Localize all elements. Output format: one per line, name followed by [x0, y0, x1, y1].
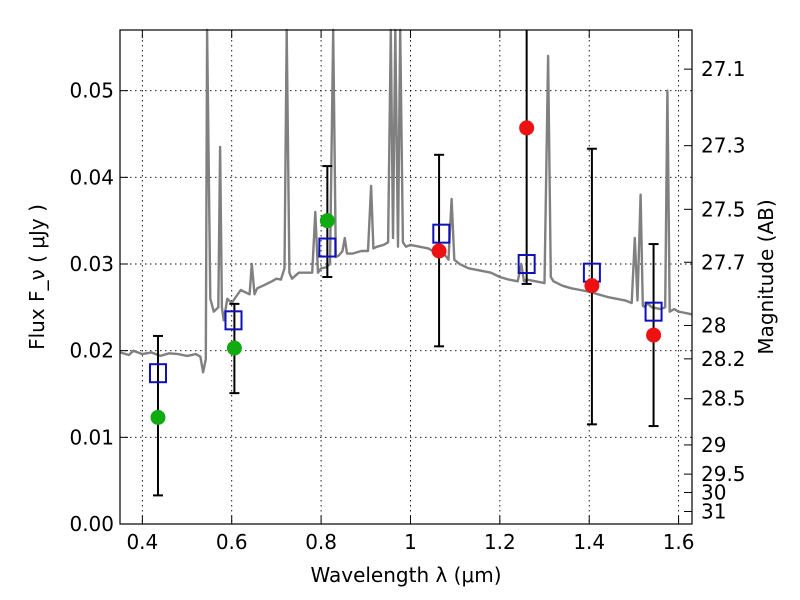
y-tick-label: 0.04 [69, 165, 114, 189]
model-photometry-square [517, 254, 536, 274]
axis-ticks [120, 30, 692, 525]
y-tick-label: 0.02 [69, 339, 114, 363]
x-tick-label: 1 [404, 530, 417, 554]
tick-labels: 0.4 0.6 0.8 1 1.2 1.4 1.6 0.00 0.01 0.02 0.03 0.04 0… [69, 57, 745, 554]
right-tick-label: 28.2 [701, 347, 746, 371]
model-photometry-square [224, 310, 243, 331]
y-tick-label: 0.03 [69, 252, 114, 276]
model-photometry-square [148, 363, 167, 384]
x-tick-label: 0.4 [126, 530, 158, 554]
y-tick-label: 0.01 [69, 425, 114, 449]
model-photometry-square [318, 237, 337, 258]
right-tick-label: 27.3 [701, 134, 746, 158]
observed-point [519, 120, 535, 136]
observed-point [584, 278, 600, 294]
observed-point [150, 409, 166, 425]
right-tick-label: 29.5 [701, 462, 746, 486]
x-tick-label: 1.2 [484, 530, 516, 554]
model-photometry-square [432, 223, 451, 244]
y-tick-label: 0.00 [69, 512, 114, 536]
observed-point [226, 340, 242, 356]
model-sed-line [119, 28, 693, 374]
right-axis-label: Magnitude (AB) [754, 199, 778, 354]
right-tick-label: 27.1 [701, 57, 746, 81]
x-axis-label: Wavelength λ (μm) [310, 563, 501, 587]
right-tick-label: 28 [701, 313, 726, 337]
observed-point [319, 213, 335, 229]
observed-point [431, 243, 447, 259]
x-tick-label: 1.4 [573, 530, 605, 554]
right-tick-label: 29 [701, 433, 726, 457]
right-tick-label: 30 [701, 481, 726, 505]
plot-frame [119, 29, 693, 525]
right-tick-label: 27.5 [701, 197, 746, 221]
right-tick-label: 27.7 [701, 250, 746, 274]
markers [148, 30, 663, 497]
x-tick-label: 0.6 [216, 530, 248, 554]
right-tick-label: 31 [701, 499, 726, 523]
x-tick-label: 0.8 [305, 530, 337, 554]
x-tick-label: 1.6 [663, 530, 695, 554]
model-photometry-square [644, 301, 663, 322]
observed-point [646, 327, 662, 343]
y-axis-label: Flux F_ν ( μJy ) [25, 204, 49, 350]
y-tick-label: 0.05 [69, 79, 114, 103]
right-tick-label: 28.5 [701, 387, 746, 411]
